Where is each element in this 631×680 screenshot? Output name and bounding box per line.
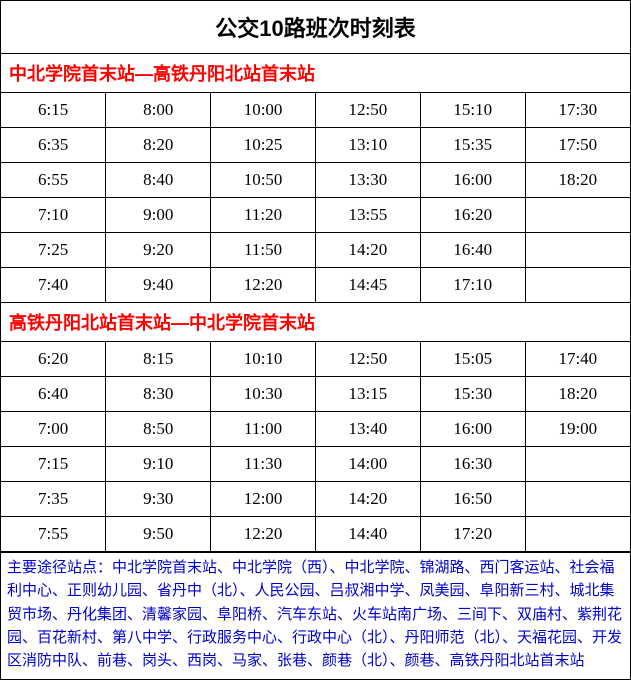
table-row: 7:008:5011:0013:4016:0019:00 <box>1 412 630 447</box>
time-cell: 8:30 <box>106 377 211 412</box>
time-cell: 16:40 <box>420 233 525 268</box>
table-row: 7:259:2011:5014:2016:40 <box>1 233 630 268</box>
time-cell: 19:00 <box>525 412 630 447</box>
time-cell: 15:35 <box>420 128 525 163</box>
time-cell: 10:30 <box>211 377 316 412</box>
time-cell: 15:10 <box>420 93 525 128</box>
time-cell <box>525 447 630 482</box>
time-cell: 7:35 <box>1 482 106 517</box>
time-cell: 16:20 <box>420 198 525 233</box>
time-cell <box>525 482 630 517</box>
time-cell: 6:35 <box>1 128 106 163</box>
time-cell: 9:00 <box>106 198 211 233</box>
time-cell: 8:00 <box>106 93 211 128</box>
direction1-header: 中北学院首末站—高铁丹阳北站首末站 <box>1 54 630 93</box>
time-cell: 9:10 <box>106 447 211 482</box>
page-title: 公交10路班次时刻表 <box>1 1 630 54</box>
table-row: 6:158:0010:0012:5015:1017:30 <box>1 93 630 128</box>
time-cell: 11:30 <box>211 447 316 482</box>
table-row: 7:109:0011:2013:5516:20 <box>1 198 630 233</box>
time-cell: 14:20 <box>315 482 420 517</box>
time-cell: 9:50 <box>106 517 211 552</box>
time-cell: 15:30 <box>420 377 525 412</box>
time-cell: 8:40 <box>106 163 211 198</box>
time-cell: 12:20 <box>211 517 316 552</box>
table-row: 6:408:3010:3013:1515:3018:20 <box>1 377 630 412</box>
table-row: 7:409:4012:2014:4517:10 <box>1 268 630 303</box>
table-row: 7:159:1011:3014:0016:30 <box>1 447 630 482</box>
table-row: 7:359:3012:0014:2016:50 <box>1 482 630 517</box>
time-cell: 12:20 <box>211 268 316 303</box>
time-cell: 7:40 <box>1 268 106 303</box>
stops-list: 主要途径站点：中北学院首末站、中北学院（西）、中北学院、锦湖路、西门客运站、社会… <box>1 552 630 679</box>
time-cell: 8:50 <box>106 412 211 447</box>
time-cell: 13:15 <box>315 377 420 412</box>
time-cell: 17:20 <box>420 517 525 552</box>
direction2-header: 高铁丹阳北站首末站—中北学院首末站 <box>1 303 630 342</box>
direction2-table: 6:208:1510:1012:5015:0517:406:408:3010:3… <box>1 342 630 552</box>
time-cell: 10:50 <box>211 163 316 198</box>
table-row: 7:559:5012:2014:4017:20 <box>1 517 630 552</box>
time-cell: 10:10 <box>211 342 316 377</box>
table-row: 6:358:2010:2513:1015:3517:50 <box>1 128 630 163</box>
time-cell: 17:10 <box>420 268 525 303</box>
time-cell: 7:15 <box>1 447 106 482</box>
time-cell: 7:55 <box>1 517 106 552</box>
time-cell: 10:25 <box>211 128 316 163</box>
time-cell: 13:10 <box>315 128 420 163</box>
time-cell: 11:50 <box>211 233 316 268</box>
time-cell: 12:50 <box>315 342 420 377</box>
time-cell: 16:00 <box>420 163 525 198</box>
time-cell: 17:30 <box>525 93 630 128</box>
time-cell: 6:20 <box>1 342 106 377</box>
time-cell: 12:50 <box>315 93 420 128</box>
table-row: 6:558:4010:5013:3016:0018:20 <box>1 163 630 198</box>
time-cell: 10:00 <box>211 93 316 128</box>
table-row: 6:208:1510:1012:5015:0517:40 <box>1 342 630 377</box>
time-cell: 13:40 <box>315 412 420 447</box>
time-cell: 6:15 <box>1 93 106 128</box>
time-cell: 7:10 <box>1 198 106 233</box>
time-cell: 9:40 <box>106 268 211 303</box>
time-cell: 9:20 <box>106 233 211 268</box>
time-cell: 11:00 <box>211 412 316 447</box>
time-cell: 16:30 <box>420 447 525 482</box>
time-cell: 9:30 <box>106 482 211 517</box>
time-cell: 14:40 <box>315 517 420 552</box>
time-cell: 6:55 <box>1 163 106 198</box>
time-cell <box>525 198 630 233</box>
time-cell: 16:00 <box>420 412 525 447</box>
time-cell: 8:15 <box>106 342 211 377</box>
time-cell: 7:25 <box>1 233 106 268</box>
time-cell: 12:00 <box>211 482 316 517</box>
time-cell: 7:00 <box>1 412 106 447</box>
time-cell: 15:05 <box>420 342 525 377</box>
time-cell: 16:50 <box>420 482 525 517</box>
time-cell: 14:00 <box>315 447 420 482</box>
time-cell: 13:55 <box>315 198 420 233</box>
time-cell <box>525 268 630 303</box>
time-cell: 17:40 <box>525 342 630 377</box>
time-cell: 17:50 <box>525 128 630 163</box>
direction1-table: 6:158:0010:0012:5015:1017:306:358:2010:2… <box>1 93 630 303</box>
time-cell <box>525 233 630 268</box>
time-cell: 18:20 <box>525 163 630 198</box>
time-cell: 13:30 <box>315 163 420 198</box>
time-cell: 18:20 <box>525 377 630 412</box>
time-cell: 6:40 <box>1 377 106 412</box>
time-cell <box>525 517 630 552</box>
time-cell: 11:20 <box>211 198 316 233</box>
time-cell: 14:20 <box>315 233 420 268</box>
schedule-container: 公交10路班次时刻表 中北学院首末站—高铁丹阳北站首末站 6:158:0010:… <box>0 0 631 680</box>
time-cell: 8:20 <box>106 128 211 163</box>
time-cell: 14:45 <box>315 268 420 303</box>
